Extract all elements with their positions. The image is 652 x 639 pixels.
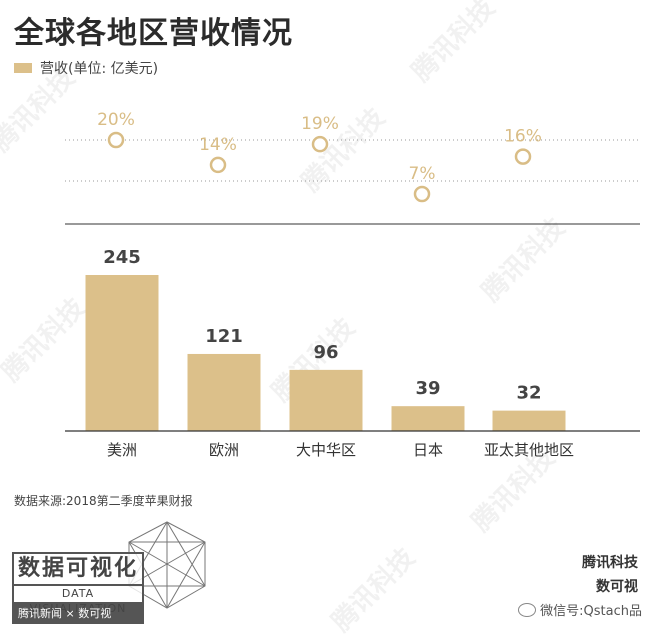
percent-label: 14% — [199, 135, 237, 155]
brand-name: 腾讯科技 — [582, 555, 638, 571]
legend-swatch — [14, 63, 32, 73]
bar — [391, 406, 465, 431]
percent-point — [413, 185, 431, 203]
category-label: 欧洲 — [209, 441, 239, 459]
percent-point — [311, 135, 329, 153]
brand-subname: 数可视 — [596, 579, 638, 595]
percent-point — [107, 131, 125, 149]
bar-value-label: 121 — [205, 326, 243, 347]
bar — [85, 275, 159, 431]
percent-label: 7% — [409, 164, 436, 184]
bar — [289, 369, 363, 431]
percent-point — [209, 156, 227, 174]
wechat-icon — [518, 602, 537, 617]
logo-title: 数据可视化 — [12, 552, 144, 586]
percent-label: 19% — [301, 114, 339, 134]
logo-subtitle: DATA VISUALIZATION — [12, 586, 144, 615]
data-visualization-logo: 数据可视化 DATA VISUALIZATION 腾讯新闻 × 数可视 — [12, 552, 146, 624]
percent-label: 16% — [504, 127, 542, 147]
legend: 营收(单位: 亿美元) — [14, 58, 158, 78]
percent-label: 20% — [97, 110, 135, 130]
watermark: 腾讯科技 — [326, 542, 422, 638]
bar-value-label: 245 — [103, 247, 141, 268]
wechat-text: 微信号:Qstach品 — [540, 604, 642, 619]
category-label: 美洲 — [107, 441, 137, 459]
bar-value-label: 96 — [313, 342, 338, 363]
category-label: 日本 — [413, 441, 443, 459]
logo-credit: 腾讯新闻 × 数可视 — [12, 604, 144, 624]
bar — [492, 410, 566, 431]
data-source-note: 数据来源:2018第二季度苹果财报 — [14, 494, 193, 508]
chart-title: 全球各地区营收情况 — [14, 16, 293, 51]
legend-label: 营收(单位: 亿美元) — [40, 61, 159, 77]
bar-value-label: 39 — [415, 378, 440, 399]
category-label: 亚太其他地区 — [484, 441, 574, 459]
bar — [187, 353, 261, 431]
bar-value-label: 32 — [516, 383, 541, 404]
category-label: 大中华区 — [296, 441, 356, 459]
chart-canvas: 245 121 96 39 32 美洲 欧洲 大中华区 日本 亚太其他地区 20% 14% 19% 7% 1… — [65, 110, 640, 459]
wechat-id: 微信号:Qstach品 — [518, 600, 642, 619]
percent-point — [514, 148, 532, 165]
